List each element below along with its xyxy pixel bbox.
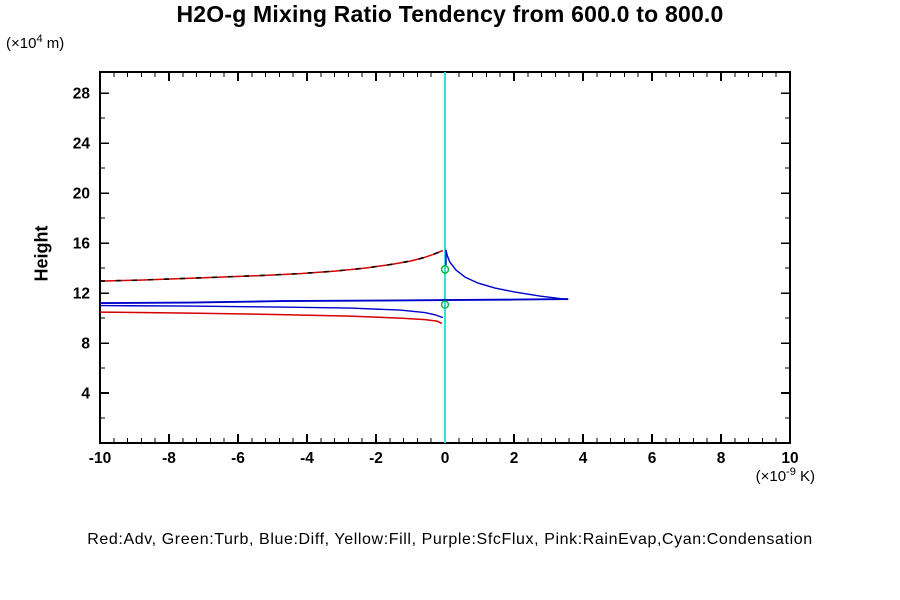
y-unit-exponent: 4 — [36, 33, 43, 45]
y-unit-suffix: m) — [42, 35, 65, 52]
series-tendency-dashed — [99, 249, 444, 282]
series-diff-spike — [445, 249, 569, 301]
legend-caption: Red:Adv, Green:Turb, Blue:Diff, Yellow:F… — [87, 531, 813, 548]
x-tick-label: 8 — [717, 450, 726, 467]
y-tick-label: 28 — [73, 86, 91, 103]
x-tick-label: -10 — [89, 450, 111, 467]
x-unit-exponent: -9 — [786, 466, 796, 478]
x-unit-prefix: (×10 — [755, 468, 787, 485]
series-adv-upper — [99, 249, 444, 282]
x-unit-suffix: K) — [795, 468, 815, 485]
y-tick-label: 8 — [81, 336, 90, 353]
x-axis-unit-label: (×10-9 K) — [695, 466, 815, 485]
y-tick-label: 16 — [73, 236, 91, 253]
y-tick-label: 4 — [81, 386, 90, 403]
series-turb-loop-lower — [440, 300, 450, 309]
x-tick-label: 10 — [781, 450, 798, 467]
series-diff-lower — [99, 304, 444, 319]
y-unit-prefix: (×10 — [6, 35, 37, 52]
x-tick-label: 2 — [510, 450, 519, 467]
y-axis-unit-label: (×104 m) — [6, 33, 64, 52]
y-axis-title: Height — [31, 225, 52, 282]
x-tick-label: 4 — [579, 450, 588, 467]
series-diff-flat — [99, 298, 569, 305]
x-tick-label: -2 — [369, 450, 383, 467]
page-title: H2O-g Mixing Ratio Tendency from 600.0 t… — [176, 1, 724, 27]
series-adv-lower — [99, 311, 443, 325]
y-tick-label: 12 — [73, 286, 90, 303]
x-tick-label: -8 — [162, 450, 176, 467]
y-tick-label: 20 — [73, 186, 90, 203]
y-tick-label: 24 — [73, 136, 91, 153]
x-tick-label: 0 — [441, 450, 450, 467]
x-tick-label: 6 — [648, 450, 657, 467]
x-tick-label: -4 — [300, 450, 314, 467]
x-tick-label: -6 — [231, 450, 245, 467]
series-turb-loop-upper — [440, 264, 450, 274]
